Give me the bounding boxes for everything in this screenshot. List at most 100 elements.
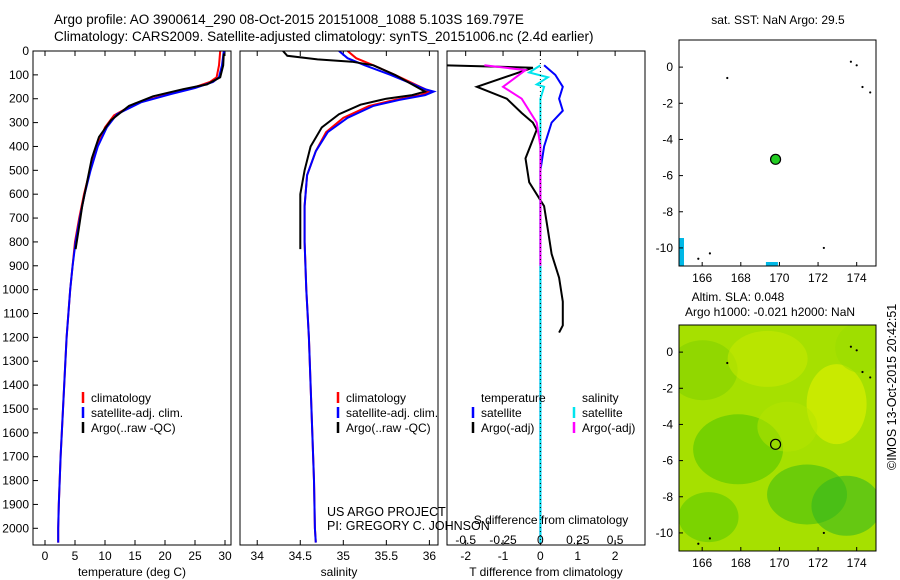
map-y-tick-label-0: 0 xyxy=(666,60,673,74)
x-tick-label-4: 20 xyxy=(158,549,172,563)
map-x-tick-label-0: 166 xyxy=(692,556,712,570)
x-axis-label: temperature (deg C) xyxy=(78,565,186,579)
s-tick-label-1: -0.25 xyxy=(489,533,517,547)
y-tick-label-10: 1000 xyxy=(2,283,29,297)
salinity-annotation-line-1: US ARGO PROJECT xyxy=(327,505,446,519)
y-tick-label-18: 1800 xyxy=(2,474,29,488)
salinity-annotation-line-2: PI: GREGORY C. JOHNSON xyxy=(327,519,490,533)
y-tick-label-15: 1500 xyxy=(2,402,29,416)
x-tick-label-3: 15 xyxy=(128,549,142,563)
x-tick-label-1: 34.5 xyxy=(289,549,313,563)
map-y-tick-label-3: -6 xyxy=(662,454,673,468)
header-line-2: Climatology: CARS2009. Satellite-adjuste… xyxy=(54,29,594,44)
legend-label-2: Argo(..raw -QC) xyxy=(346,421,431,435)
coast-speck-7 xyxy=(726,361,729,365)
legend-label-0: climatology xyxy=(91,391,151,405)
s-tick-label-3: 0.25 xyxy=(566,533,590,547)
map-sla-title: Altim. SLA: 0.048 xyxy=(692,290,785,304)
coast-speck-2 xyxy=(861,85,864,89)
x-tick-label-0: -2 xyxy=(460,549,471,563)
map-x-tick-label-0: 166 xyxy=(692,271,712,285)
s-axis-label: S difference from climatology xyxy=(474,513,629,527)
x-tick-label-1: 5 xyxy=(72,549,79,563)
coast-speck-4 xyxy=(822,246,825,250)
x-tick-label-0: 34 xyxy=(251,549,265,563)
map-y-tick-label-4: -8 xyxy=(662,490,673,504)
map-x-tick-label-2: 170 xyxy=(769,556,789,570)
series-group xyxy=(57,51,225,543)
x-tick-label-2: 10 xyxy=(98,549,112,563)
y-tick-label-17: 1700 xyxy=(2,450,29,464)
series-group xyxy=(447,64,564,543)
map-y-tick-label-4: -8 xyxy=(662,205,673,219)
argo-position-marker xyxy=(769,153,782,165)
y-tick-label-6: 600 xyxy=(9,187,29,201)
coast-speck-0 xyxy=(849,345,852,348)
header-line-1: Argo profile: AO 3900614_290 08-Oct-2015… xyxy=(54,12,524,27)
s-tick-label-4: 0.5 xyxy=(607,533,624,547)
map-sst-title: sat. SST: NaN Argo: 29.5 xyxy=(711,13,845,27)
profile-panel-1: 34 34.5 35 35.5 36 salinity climatologysatelli… xyxy=(239,50,439,579)
y-tick-label-5: 500 xyxy=(9,163,29,177)
x-tick-label-6: 30 xyxy=(218,549,232,563)
map-frame xyxy=(678,324,877,552)
coast-speck-1 xyxy=(855,349,858,352)
profile-panel-0: 0 5 10 15 20 25 30 temperature (deg C) 0 100 200 30… xyxy=(2,44,232,579)
y-tick-label-13: 1300 xyxy=(2,354,29,368)
map-y-tick-label-1: -2 xyxy=(662,96,673,110)
y-tick-label-7: 700 xyxy=(9,211,29,225)
series-line-2 xyxy=(74,53,225,250)
sla-patch-2 xyxy=(806,364,867,445)
legend-label-2: Argo(..raw -QC) xyxy=(91,421,176,435)
x-tick-label-4: 2 xyxy=(612,549,619,563)
plot-frame xyxy=(32,50,232,546)
coast-speck-6 xyxy=(697,257,700,260)
legend-heading-salinity: salinity xyxy=(582,391,619,405)
coast-speck-4 xyxy=(822,531,825,535)
series-group xyxy=(282,51,437,543)
legend-label-0: climatology xyxy=(346,391,406,405)
legend-label-t-argo: Argo(-adj) xyxy=(481,421,534,435)
map-y-tick-label-2: -4 xyxy=(662,132,673,146)
x-tick-label-2: 0 xyxy=(537,549,544,563)
map-x-tick-label-3: 172 xyxy=(808,271,828,285)
y-tick-label-19: 1900 xyxy=(2,497,29,511)
legend-label-1: satellite-adj. clim. xyxy=(91,406,183,420)
y-tick-label-4: 400 xyxy=(9,139,29,153)
map-x-tick-label-4: 174 xyxy=(847,556,867,570)
sla-patch-7 xyxy=(757,401,818,452)
map-y-tick-label-0: 0 xyxy=(666,345,673,359)
plot-frame xyxy=(446,50,646,546)
sla-patch-0 xyxy=(679,340,738,401)
sst-bar-left xyxy=(679,238,684,266)
series-line-2 xyxy=(282,51,428,250)
x-axis-label: T difference from climatology xyxy=(469,565,623,579)
y-tick-label-3: 300 xyxy=(9,116,29,130)
y-tick-label-16: 1600 xyxy=(2,426,29,440)
map-content xyxy=(679,60,872,266)
map-x-tick-label-4: 174 xyxy=(847,271,867,285)
y-tick-label-0: 0 xyxy=(22,44,29,58)
x-tick-label-2: 35 xyxy=(337,549,351,563)
coast-speck-2 xyxy=(861,370,864,374)
sla-patch-8 xyxy=(835,325,876,373)
legend-label-1: satellite-adj. clim. xyxy=(346,406,438,420)
map-y-tick-label-1: -2 xyxy=(662,381,673,395)
sla-patch-6 xyxy=(679,492,739,543)
y-tick-label-12: 1200 xyxy=(2,330,29,344)
legend-label-s-argo: Argo(-adj) xyxy=(582,421,635,435)
x-tick-label-3: 35.5 xyxy=(375,549,399,563)
map-y-tick-label-5: -10 xyxy=(656,526,674,540)
map-x-tick-label-2: 170 xyxy=(769,271,789,285)
map-y-tick-label-2: -4 xyxy=(662,417,673,431)
profile-panel-2: -2 -1 0 1 2 T difference from climatology -0.5… xyxy=(446,50,646,579)
legend-label-t-sat: satellite xyxy=(481,406,522,420)
sst-bar-bottom xyxy=(765,262,778,266)
y-tick-label-20: 2000 xyxy=(2,521,29,535)
series-line-0 xyxy=(539,64,564,543)
copyright-label: ©IMOS 13-Oct-2015 20:42:51 xyxy=(885,303,899,470)
series-line-0 xyxy=(57,51,222,543)
y-tick-label-9: 900 xyxy=(9,259,29,273)
x-tick-label-4: 36 xyxy=(423,549,437,563)
y-tick-label-11: 1100 xyxy=(3,307,29,321)
